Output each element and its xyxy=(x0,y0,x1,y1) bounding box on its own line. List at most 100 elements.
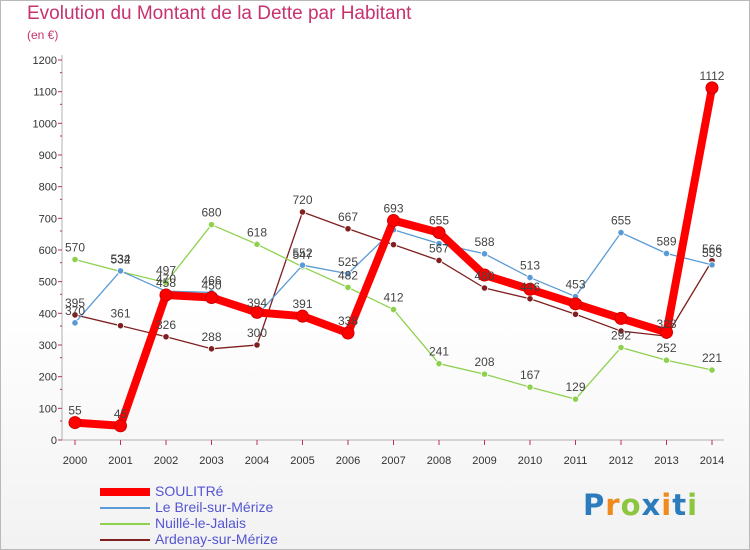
data-point xyxy=(250,305,264,319)
data-point xyxy=(432,226,446,240)
x-tick-label: 2004 xyxy=(245,455,269,467)
logo-letter: i xyxy=(687,488,699,522)
data-point xyxy=(71,311,79,319)
x-tick-label: 2009 xyxy=(472,455,496,467)
data-label: 328 xyxy=(656,317,676,331)
x-tick-label: 2002 xyxy=(154,455,178,467)
x-tick-label: 2006 xyxy=(336,455,360,467)
data-point xyxy=(662,356,671,364)
data-point xyxy=(344,270,352,278)
x-tick-label: 2007 xyxy=(381,455,405,467)
data-label: 1112 xyxy=(700,69,725,83)
x-tick-label: 2003 xyxy=(199,455,223,467)
x-tick-label: 2013 xyxy=(654,455,678,467)
data-label: 391 xyxy=(292,297,312,311)
data-point xyxy=(617,228,625,237)
data-point xyxy=(571,395,580,403)
data-point xyxy=(478,268,491,282)
logo-letter: t xyxy=(672,488,688,522)
data-label: 547 xyxy=(292,248,312,262)
data-point xyxy=(162,333,170,341)
data-point xyxy=(526,383,534,391)
data-point xyxy=(435,256,443,265)
data-label: 497 xyxy=(156,264,176,278)
y-tick-label: 1000 xyxy=(33,118,57,130)
legend-swatch xyxy=(100,523,150,525)
y-tick-label: 1200 xyxy=(33,55,57,67)
data-point xyxy=(435,360,443,368)
y-tick-label: 800 xyxy=(39,182,57,194)
data-point xyxy=(708,261,716,269)
data-point xyxy=(344,225,352,233)
data-label: 667 xyxy=(338,210,358,224)
data-point xyxy=(526,295,534,303)
data-label: 470 xyxy=(156,272,176,286)
x-tick-label: 2010 xyxy=(518,455,542,467)
data-label: 450 xyxy=(201,279,221,293)
x-tick-label: 2000 xyxy=(63,455,87,467)
data-label: 45 xyxy=(114,407,128,421)
data-point xyxy=(253,240,261,248)
y-tick-label: 600 xyxy=(39,245,57,257)
data-label: 446 xyxy=(520,280,540,294)
logo-letter: i xyxy=(661,488,673,522)
data-label: 513 xyxy=(520,259,540,273)
data-label: 370 xyxy=(65,304,85,318)
data-point xyxy=(116,267,125,275)
data-point xyxy=(435,240,443,248)
data-label: 480 xyxy=(474,269,494,283)
data-point xyxy=(705,81,719,95)
data-point xyxy=(662,249,671,258)
data-point xyxy=(298,261,307,269)
data-point xyxy=(114,419,127,433)
x-tick-label: 2008 xyxy=(427,455,451,467)
data-point xyxy=(298,208,307,216)
data-point xyxy=(480,370,489,378)
data-label: 252 xyxy=(656,341,676,355)
data-label: 300 xyxy=(247,326,267,340)
series-line-0 xyxy=(71,83,716,430)
data-label: 655 xyxy=(611,214,631,228)
chart-subtitle: (en €) xyxy=(27,28,59,42)
data-point xyxy=(523,282,537,296)
data-point xyxy=(480,284,489,292)
data-label: 361 xyxy=(110,307,130,321)
y-tick-label: 100 xyxy=(39,403,57,415)
data-label: 241 xyxy=(429,345,449,359)
data-label: 288 xyxy=(201,330,221,344)
proxiti-logo: Proxiti xyxy=(583,488,698,522)
data-label: 338 xyxy=(338,314,358,328)
logo-letter: o xyxy=(620,488,642,522)
data-label: 570 xyxy=(65,241,85,255)
data-point xyxy=(253,341,261,349)
data-point xyxy=(159,288,173,302)
data-point xyxy=(389,241,398,249)
data-point xyxy=(68,416,82,430)
data-point xyxy=(617,327,625,335)
y-tick-label: 1100 xyxy=(33,87,57,99)
data-point xyxy=(207,221,216,229)
x-tick-label: 2012 xyxy=(609,455,633,467)
data-label: 208 xyxy=(474,355,494,369)
y-tick-label: 700 xyxy=(39,213,57,225)
data-label: 693 xyxy=(383,202,403,216)
data-point xyxy=(207,345,216,353)
data-point xyxy=(708,366,716,374)
legend-swatch xyxy=(100,539,150,541)
data-label: 720 xyxy=(292,193,312,207)
logo-letter: P xyxy=(583,488,606,522)
data-label: 618 xyxy=(247,225,267,239)
data-point xyxy=(162,279,170,287)
data-point xyxy=(480,250,489,258)
data-label: 458 xyxy=(156,276,176,290)
data-label: 567 xyxy=(429,241,449,255)
legend-label: Ardenay-sur-Mérize xyxy=(155,531,278,547)
legend-label: SOULITRé xyxy=(155,483,224,499)
data-label: 394 xyxy=(247,296,267,310)
data-label: 221 xyxy=(702,351,722,365)
y-tick-label: 200 xyxy=(39,372,57,384)
x-tick-label: 2011 xyxy=(564,455,588,467)
data-label: 482 xyxy=(338,268,358,282)
data-label: 655 xyxy=(429,214,449,228)
